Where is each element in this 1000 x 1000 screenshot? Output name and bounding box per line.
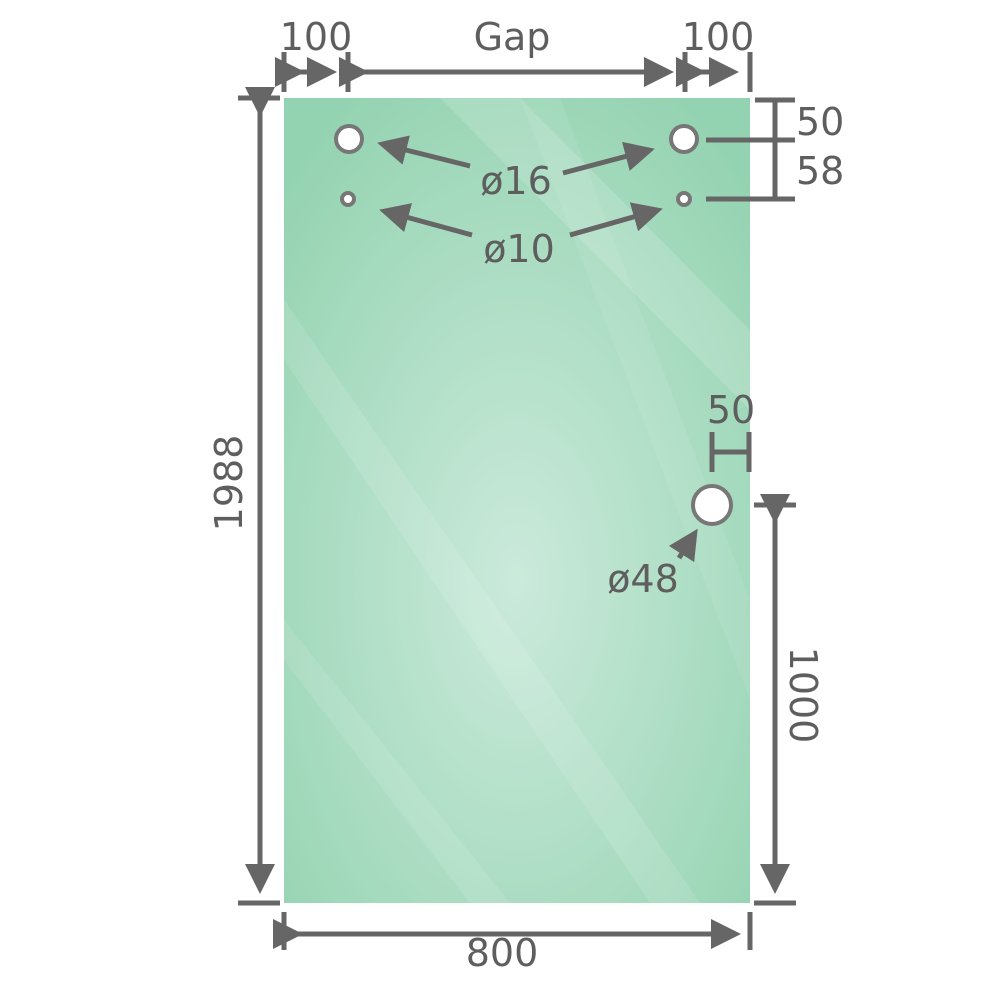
handle-edge-offset-dimension: 50 bbox=[707, 388, 755, 472]
handle-hole bbox=[691, 484, 733, 526]
handle-height-label: 1000 bbox=[781, 647, 825, 744]
glass-panel bbox=[284, 98, 750, 903]
lower-hole-callout: ø10 bbox=[379, 202, 663, 271]
gap-label: Gap bbox=[474, 15, 551, 59]
top-dimension: 100 Gap 100 bbox=[275, 15, 755, 92]
height-dimension: 1988 bbox=[207, 87, 280, 906]
upper-to-lower-holes-label: 58 bbox=[796, 149, 844, 193]
width-label: 800 bbox=[466, 931, 539, 975]
left-offset-label: 100 bbox=[280, 15, 353, 59]
lower-left-hole bbox=[340, 191, 356, 207]
height-label: 1988 bbox=[207, 435, 251, 532]
upper-hole-callout: ø16 bbox=[377, 135, 655, 203]
width-dimension: 800 bbox=[273, 912, 753, 975]
handle-hole-callout: ø48 bbox=[607, 528, 698, 601]
handle-edge-offset-label: 50 bbox=[707, 388, 755, 432]
upper-hole-diameter-label: ø16 bbox=[480, 159, 552, 203]
upper-left-hole bbox=[334, 124, 364, 154]
hole-spacing-dimension: 50 58 bbox=[706, 97, 844, 202]
right-offset-label: 100 bbox=[682, 15, 755, 59]
top-to-upper-holes-label: 50 bbox=[796, 100, 844, 144]
lower-right-hole bbox=[676, 191, 692, 207]
handle-hole-diameter-label: ø48 bbox=[607, 557, 679, 601]
upper-right-hole bbox=[669, 124, 699, 154]
handle-height-dimension: 1000 bbox=[754, 494, 825, 906]
lower-hole-diameter-label: ø10 bbox=[483, 227, 555, 271]
